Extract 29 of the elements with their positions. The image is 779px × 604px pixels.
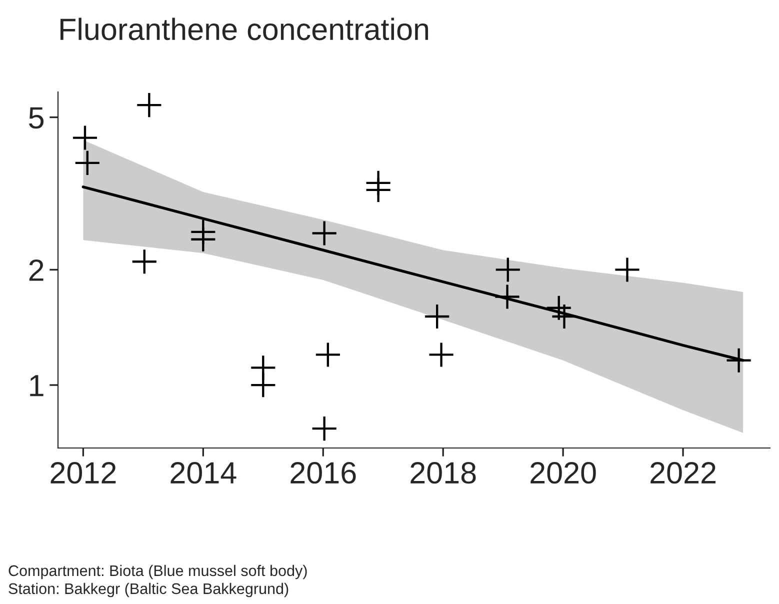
y-tick-label: 1 [30, 375, 44, 396]
chart-title: Fluoranthene concentration [60, 18, 428, 40]
point [191, 227, 216, 252]
x-tick-label: 2022 [650, 462, 716, 484]
point [429, 342, 454, 367]
x-tick-label: 2012 [50, 462, 116, 484]
point [552, 304, 576, 329]
x-tick-label: 2020 [530, 462, 596, 484]
point [251, 373, 276, 398]
x-tick-label: 2018 [410, 462, 476, 484]
point [132, 250, 156, 274]
point [75, 150, 100, 175]
point [72, 126, 98, 150]
point [726, 348, 751, 372]
point [312, 416, 336, 441]
y-tick-label: 2 [29, 259, 44, 281]
point [366, 178, 390, 202]
point [316, 342, 340, 367]
point [137, 93, 162, 118]
point [615, 258, 640, 282]
point [496, 258, 520, 282]
y-tick-label: 5 [29, 107, 44, 129]
text: Compartment: Biota (Blue mussel soft body) [8, 564, 307, 580]
x-tick-label: 2014 [170, 462, 236, 484]
x-tick-label: 2016 [290, 462, 356, 484]
point [495, 284, 520, 309]
text: Station: Bakkegr (Baltic Sea Bakkegrund) [8, 582, 288, 598]
point [312, 221, 336, 246]
point [425, 304, 450, 329]
